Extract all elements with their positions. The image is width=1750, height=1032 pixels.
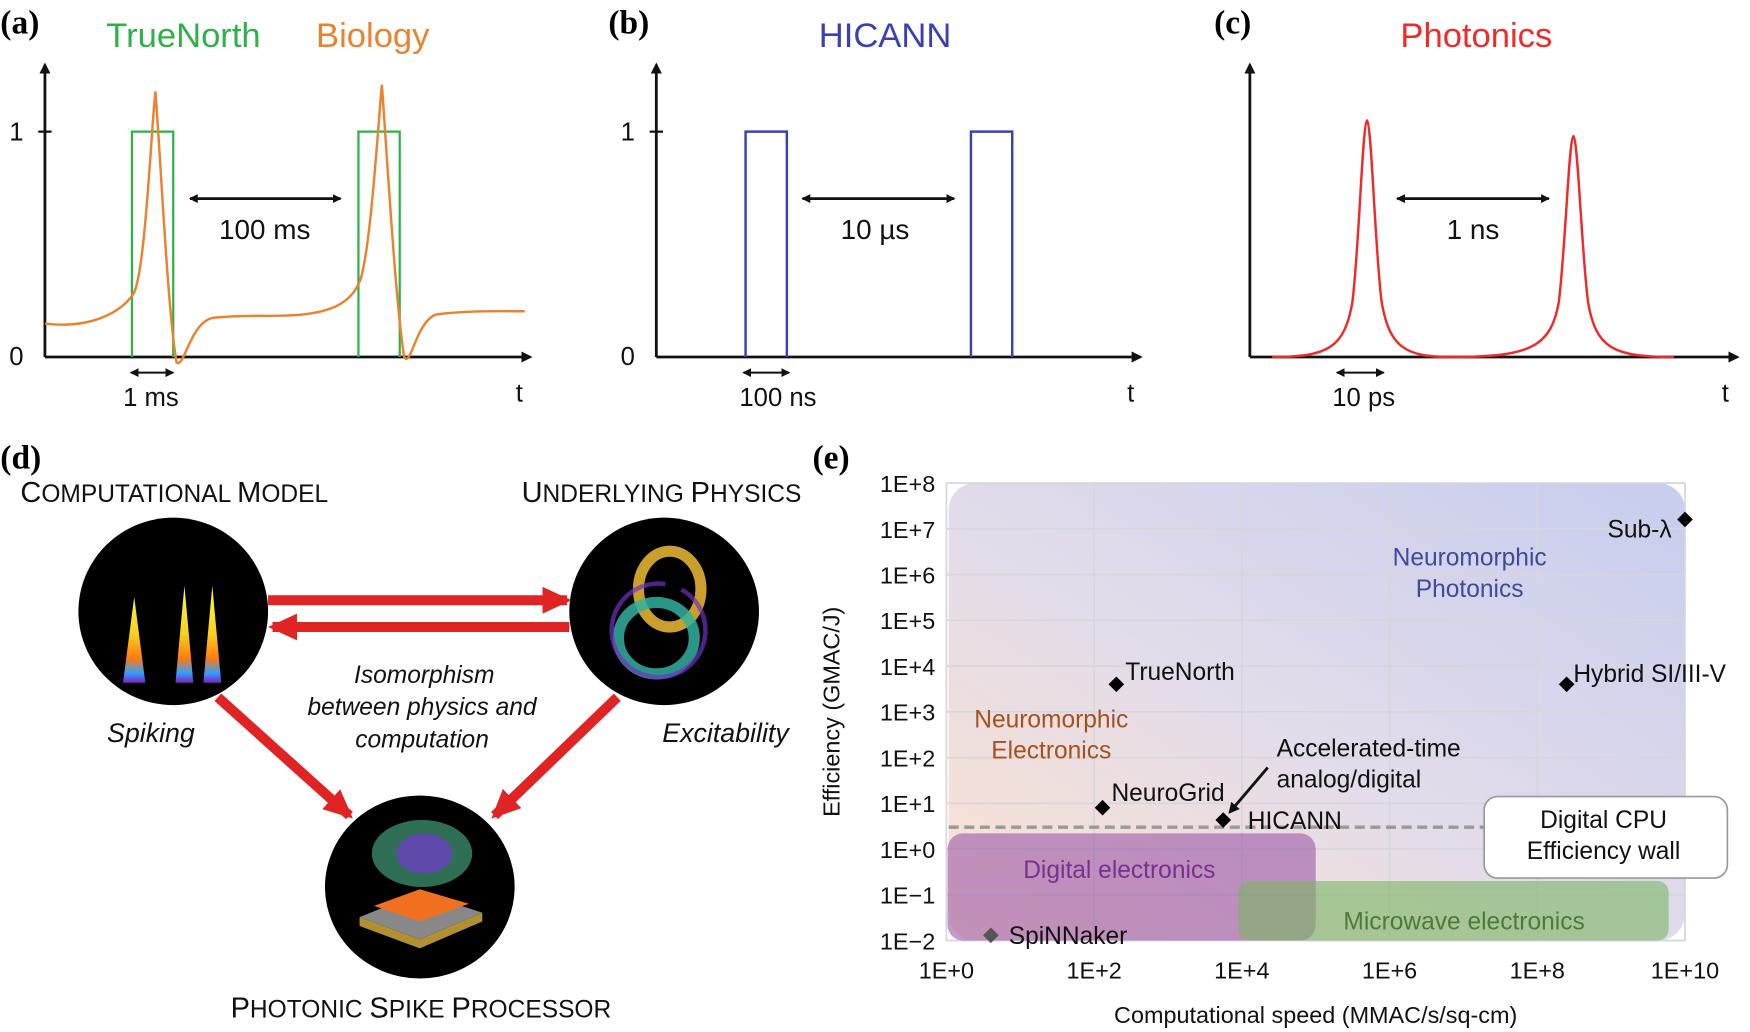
width-label: 1 ms: [123, 384, 179, 412]
interval-label: 10 µs: [841, 214, 910, 245]
legend-biology: Biology: [316, 17, 430, 55]
y-tick-label: 1E+6: [880, 562, 935, 588]
interval-label: 1 ns: [1447, 214, 1500, 245]
center-text-line-3: computation: [355, 727, 489, 754]
y-tick-label-0: 0: [621, 343, 635, 371]
panel-a: (a) TrueNorth Biology 0 1 100 ms 1 ms t: [0, 4, 533, 412]
node-title-physics: UNDERLYING PHYSICS: [522, 477, 802, 509]
y-tick-label: 1E+0: [880, 837, 935, 863]
node-model-image: [78, 517, 269, 706]
biology-trace: [44, 84, 525, 364]
panel-d: (d) COMPUTATIONAL MODEL UNDERLYING PHYSI…: [0, 440, 801, 1025]
region-microwave-electronics: [1238, 881, 1669, 941]
panel-c-letter: (c): [1214, 4, 1251, 41]
panel-b-letter: (b): [608, 4, 649, 41]
region-digital-electronics: [947, 833, 1316, 941]
panel-e: (e) 1E+8 1E+7 1E+6 1E+5 1E+4 1E+3 1E+2 1E+1 1E+0…: [813, 440, 1729, 1028]
x-axis-label: t: [516, 380, 523, 408]
data-point-label: Hybrid SI/III-V: [1573, 661, 1726, 688]
region-label-microwave: Microwave electronics: [1343, 908, 1584, 935]
y-tick-label: 1E+8: [880, 471, 935, 497]
annotation-accelerated-line-2: analog/digital: [1277, 767, 1422, 794]
panel-c: (c) Photonics 1 ns 10 ps t: [1214, 4, 1740, 412]
x-tick-label: 1E+6: [1362, 957, 1417, 983]
tick-labels: 1E+8 1E+7 1E+6 1E+5 1E+4 1E+3 1E+2 1E+1 1E+0 1E−1…: [880, 471, 1719, 983]
data-point-label: SpiNNaker: [1009, 923, 1128, 950]
region-label-photonics-line-1: Neuromorphic: [1393, 545, 1547, 572]
efficiency-wall-line-1: Digital CPU: [1540, 807, 1667, 834]
region-label-electronics-line-1: Neuromorphic: [974, 706, 1128, 733]
panel-b: (b) HICANN 0 1 10 µs 100 ns t: [608, 4, 1143, 412]
node-title-processor: PHOTONIC SPIKE PROCESSOR: [231, 992, 612, 1024]
caption-spiking: Spiking: [107, 718, 195, 748]
data-point-marker: [983, 927, 999, 944]
x-axis-label: t: [1722, 380, 1729, 408]
data-point-label: NeuroGrid: [1111, 780, 1224, 807]
center-text-line-2: between physics and: [307, 694, 537, 721]
spike-icon: [123, 585, 222, 683]
node-title-model: COMPUTATIONAL MODEL: [20, 477, 328, 509]
x-tick-label: 1E+2: [1066, 957, 1121, 983]
x-axis-title: Computational speed (MMAC/s/sq-cm): [1114, 1002, 1517, 1028]
y-tick-label-1: 1: [621, 119, 635, 147]
x-tick-label: 1E+8: [1510, 957, 1565, 983]
width-label: 10 ps: [1332, 384, 1395, 412]
y-axis-title: Efficiency (GMAC/J): [818, 607, 844, 817]
region-label-electronics-line-2: Electronics: [991, 738, 1111, 765]
efficiency-wall-line-2: Efficiency wall: [1527, 838, 1681, 865]
y-tick-label: 1E+1: [880, 791, 935, 817]
y-tick-label-1: 1: [9, 119, 23, 147]
arrow-model-to-processor: [214, 693, 353, 820]
data-points: Sub-λ Hybrid SI/III-V TrueNorth NeuroGrid HI…: [983, 511, 1727, 950]
arrow-physics-to-processor: [491, 693, 621, 820]
node-physics-image: [569, 517, 759, 706]
node-processor-image: [324, 795, 515, 979]
panel-b-title: HICANN: [819, 17, 952, 55]
data-point-marker: [1108, 676, 1125, 693]
x-axis-label: t: [1127, 380, 1134, 408]
caption-excitability: Excitability: [662, 718, 790, 748]
x-tick-label: 1E+0: [919, 957, 974, 983]
annotation-arrow: [1228, 766, 1269, 814]
data-point-label: HICANN: [1248, 808, 1342, 835]
region-label-photonics-line-2: Photonics: [1416, 576, 1524, 603]
y-tick-label: 1E−2: [880, 928, 935, 954]
panel-c-title: Photonics: [1400, 17, 1552, 55]
region-label-digital: Digital electronics: [1023, 857, 1215, 884]
interval-label: 100 ms: [219, 214, 310, 245]
x-tick-label: 1E+4: [1214, 957, 1269, 983]
panel-a-letter: (a): [0, 4, 39, 41]
data-point-marker: [1558, 676, 1575, 693]
width-label: 100 ns: [739, 384, 816, 412]
y-tick-label: 1E+5: [880, 608, 935, 634]
efficiency-wall-box: [1483, 795, 1729, 879]
y-tick-label: 1E+3: [880, 700, 935, 726]
center-text-line-1: Isomorphism: [354, 662, 494, 689]
x-tick-label: 1E+10: [1651, 957, 1719, 983]
annotation-accelerated-line-1: Accelerated-time: [1277, 735, 1461, 762]
y-tick-label: 1E−1: [880, 883, 935, 909]
photonic-spikes: [1272, 119, 1674, 359]
y-tick-label: 1E+2: [880, 745, 935, 771]
panel-e-letter: (e): [813, 440, 850, 477]
data-point-label: Sub-λ: [1607, 516, 1672, 543]
data-point-label: TrueNorth: [1125, 659, 1235, 686]
y-tick-label-0: 0: [9, 343, 23, 371]
hicann-pulses: [744, 130, 1014, 358]
legend-truenorth: TrueNorth: [106, 17, 260, 55]
panel-d-letter: (d): [0, 440, 41, 477]
y-tick-label: 1E+7: [880, 517, 935, 543]
y-tick-label: 1E+4: [880, 654, 935, 680]
